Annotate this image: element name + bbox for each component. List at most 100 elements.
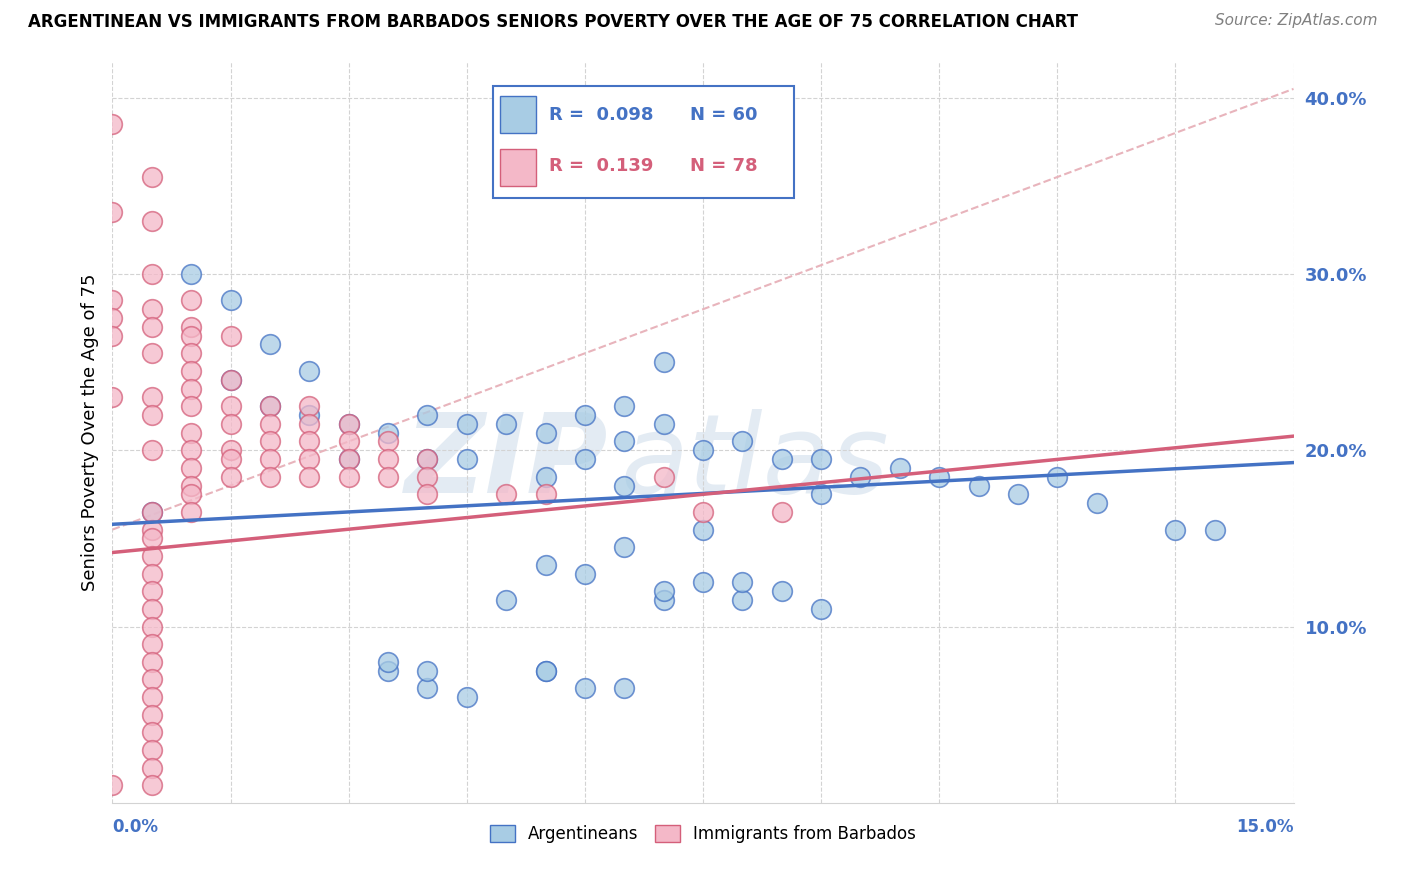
Point (141, 778, 163, 792)
Point (141, 566, 163, 581)
Point (259, 417, 281, 431)
Point (692, 575, 714, 590)
Text: ARGENTINEAN VS IMMIGRANTS FROM BARBADOS SENIORS POVERTY OVER THE AGE OF 75 CORRE: ARGENTINEAN VS IMMIGRANTS FROM BARBADOS … (28, 13, 1078, 31)
Point (889, 461, 911, 475)
Point (180, 293, 202, 308)
Point (416, 469, 439, 483)
Point (141, 532, 163, 546)
Point (180, 319, 202, 334)
Point (377, 434, 399, 449)
Point (377, 452, 399, 467)
Point (613, 434, 636, 449)
Text: atlas: atlas (620, 409, 889, 516)
Point (416, 487, 439, 501)
Point (810, 602, 832, 616)
Point (259, 337, 281, 351)
Point (298, 469, 321, 483)
Point (141, 408, 163, 422)
Point (141, 707, 163, 722)
Point (810, 487, 832, 501)
Point (141, 584, 163, 599)
Point (574, 566, 596, 581)
Point (219, 469, 242, 483)
Y-axis label: Seniors Poverty Over the Age of 75: Seniors Poverty Over the Age of 75 (80, 274, 98, 591)
Point (652, 469, 675, 483)
Point (141, 390, 163, 404)
Point (141, 602, 163, 616)
Point (101, 293, 124, 308)
Point (219, 417, 242, 431)
Point (456, 690, 478, 704)
Point (141, 505, 163, 519)
Point (259, 399, 281, 413)
Text: Source: ZipAtlas.com: Source: ZipAtlas.com (1215, 13, 1378, 29)
Point (259, 452, 281, 467)
Point (180, 478, 202, 492)
Point (613, 681, 636, 696)
Point (534, 664, 557, 678)
Point (180, 399, 202, 413)
Point (141, 725, 163, 739)
Point (298, 417, 321, 431)
Point (101, 311, 124, 326)
Point (298, 399, 321, 413)
Point (180, 328, 202, 343)
Point (219, 373, 242, 387)
Point (180, 382, 202, 396)
Point (534, 425, 557, 440)
Point (337, 452, 360, 467)
Point (613, 399, 636, 413)
Point (141, 443, 163, 458)
Point (180, 425, 202, 440)
Point (337, 417, 360, 431)
Point (101, 205, 124, 219)
Point (141, 214, 163, 228)
Point (377, 655, 399, 669)
Point (219, 373, 242, 387)
Point (770, 505, 793, 519)
Point (810, 452, 832, 467)
Point (101, 390, 124, 404)
Point (259, 399, 281, 413)
Point (731, 575, 754, 590)
Point (692, 443, 714, 458)
Point (180, 487, 202, 501)
Point (456, 452, 478, 467)
Point (180, 443, 202, 458)
Text: ZIP: ZIP (405, 409, 609, 516)
Text: 0.0%: 0.0% (112, 819, 159, 837)
Point (141, 760, 163, 774)
Point (849, 469, 872, 483)
Point (101, 117, 124, 131)
Point (141, 319, 163, 334)
Point (377, 425, 399, 440)
Point (141, 505, 163, 519)
Point (337, 469, 360, 483)
Text: 15.0%: 15.0% (1236, 819, 1294, 837)
Point (219, 443, 242, 458)
Point (770, 452, 793, 467)
Point (1204, 523, 1226, 537)
Point (416, 452, 439, 467)
Point (456, 417, 478, 431)
Point (652, 417, 675, 431)
Point (180, 461, 202, 475)
Point (534, 558, 557, 572)
Point (141, 655, 163, 669)
Point (180, 267, 202, 281)
Point (298, 408, 321, 422)
Point (259, 434, 281, 449)
Point (574, 408, 596, 422)
Point (574, 681, 596, 696)
Point (141, 690, 163, 704)
Point (141, 302, 163, 317)
Point (219, 452, 242, 467)
Point (259, 469, 281, 483)
Point (141, 673, 163, 687)
Point (692, 523, 714, 537)
Point (967, 478, 990, 492)
Legend: Argentineans, Immigrants from Barbados: Argentineans, Immigrants from Barbados (484, 819, 922, 850)
Point (141, 523, 163, 537)
Point (298, 364, 321, 378)
Point (141, 743, 163, 757)
